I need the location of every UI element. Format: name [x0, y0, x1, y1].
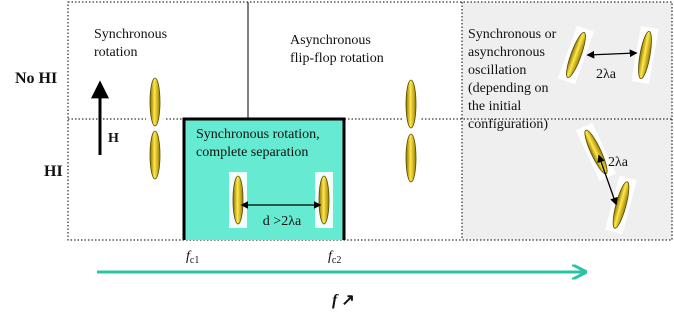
label-line: (depending on [468, 81, 548, 96]
rod-body [406, 80, 416, 128]
label-line: asynchronous [468, 45, 545, 60]
field-label: H [108, 131, 119, 146]
label-line: flip-flop rotation [290, 51, 384, 66]
rod [402, 76, 420, 132]
region-label: Synchronous rotation [94, 27, 167, 60]
distance-label: 2λa [596, 67, 617, 82]
label-line: configuration) [468, 117, 548, 132]
distance-label: d >2λa [263, 214, 302, 229]
threshold: fc2 [328, 249, 341, 266]
rod-body [150, 78, 160, 126]
rod [315, 172, 333, 228]
label-line: Asynchronous [290, 33, 371, 48]
label-line: complete separation [196, 145, 308, 160]
label-line: Synchronous or [468, 27, 557, 42]
label-line: the initial [468, 99, 521, 114]
rod-body [406, 134, 416, 182]
row-label: No HI [15, 70, 57, 87]
label-line: Synchronous [94, 27, 167, 42]
axis-label: f↗ [332, 292, 355, 309]
row-label: HI [44, 163, 63, 180]
threshold: fc1 [186, 249, 199, 266]
label-line: Synchronous rotation, [196, 127, 320, 142]
rod [229, 172, 247, 228]
label-line: rotation [94, 45, 138, 60]
distance-label: 2λa [608, 155, 629, 170]
label-line: oscillation [468, 63, 526, 78]
rod-body [233, 176, 243, 224]
rod-body [150, 131, 160, 179]
rod [146, 127, 164, 183]
region-label: Asynchronous flip-flop rotation [290, 33, 384, 66]
rod-body [319, 176, 329, 224]
rod [146, 74, 164, 130]
diagram: No HI HI H d >2λa 2λa 2λa fc1 fc2 f↗ Syn… [0, 0, 674, 318]
rod [402, 130, 420, 186]
